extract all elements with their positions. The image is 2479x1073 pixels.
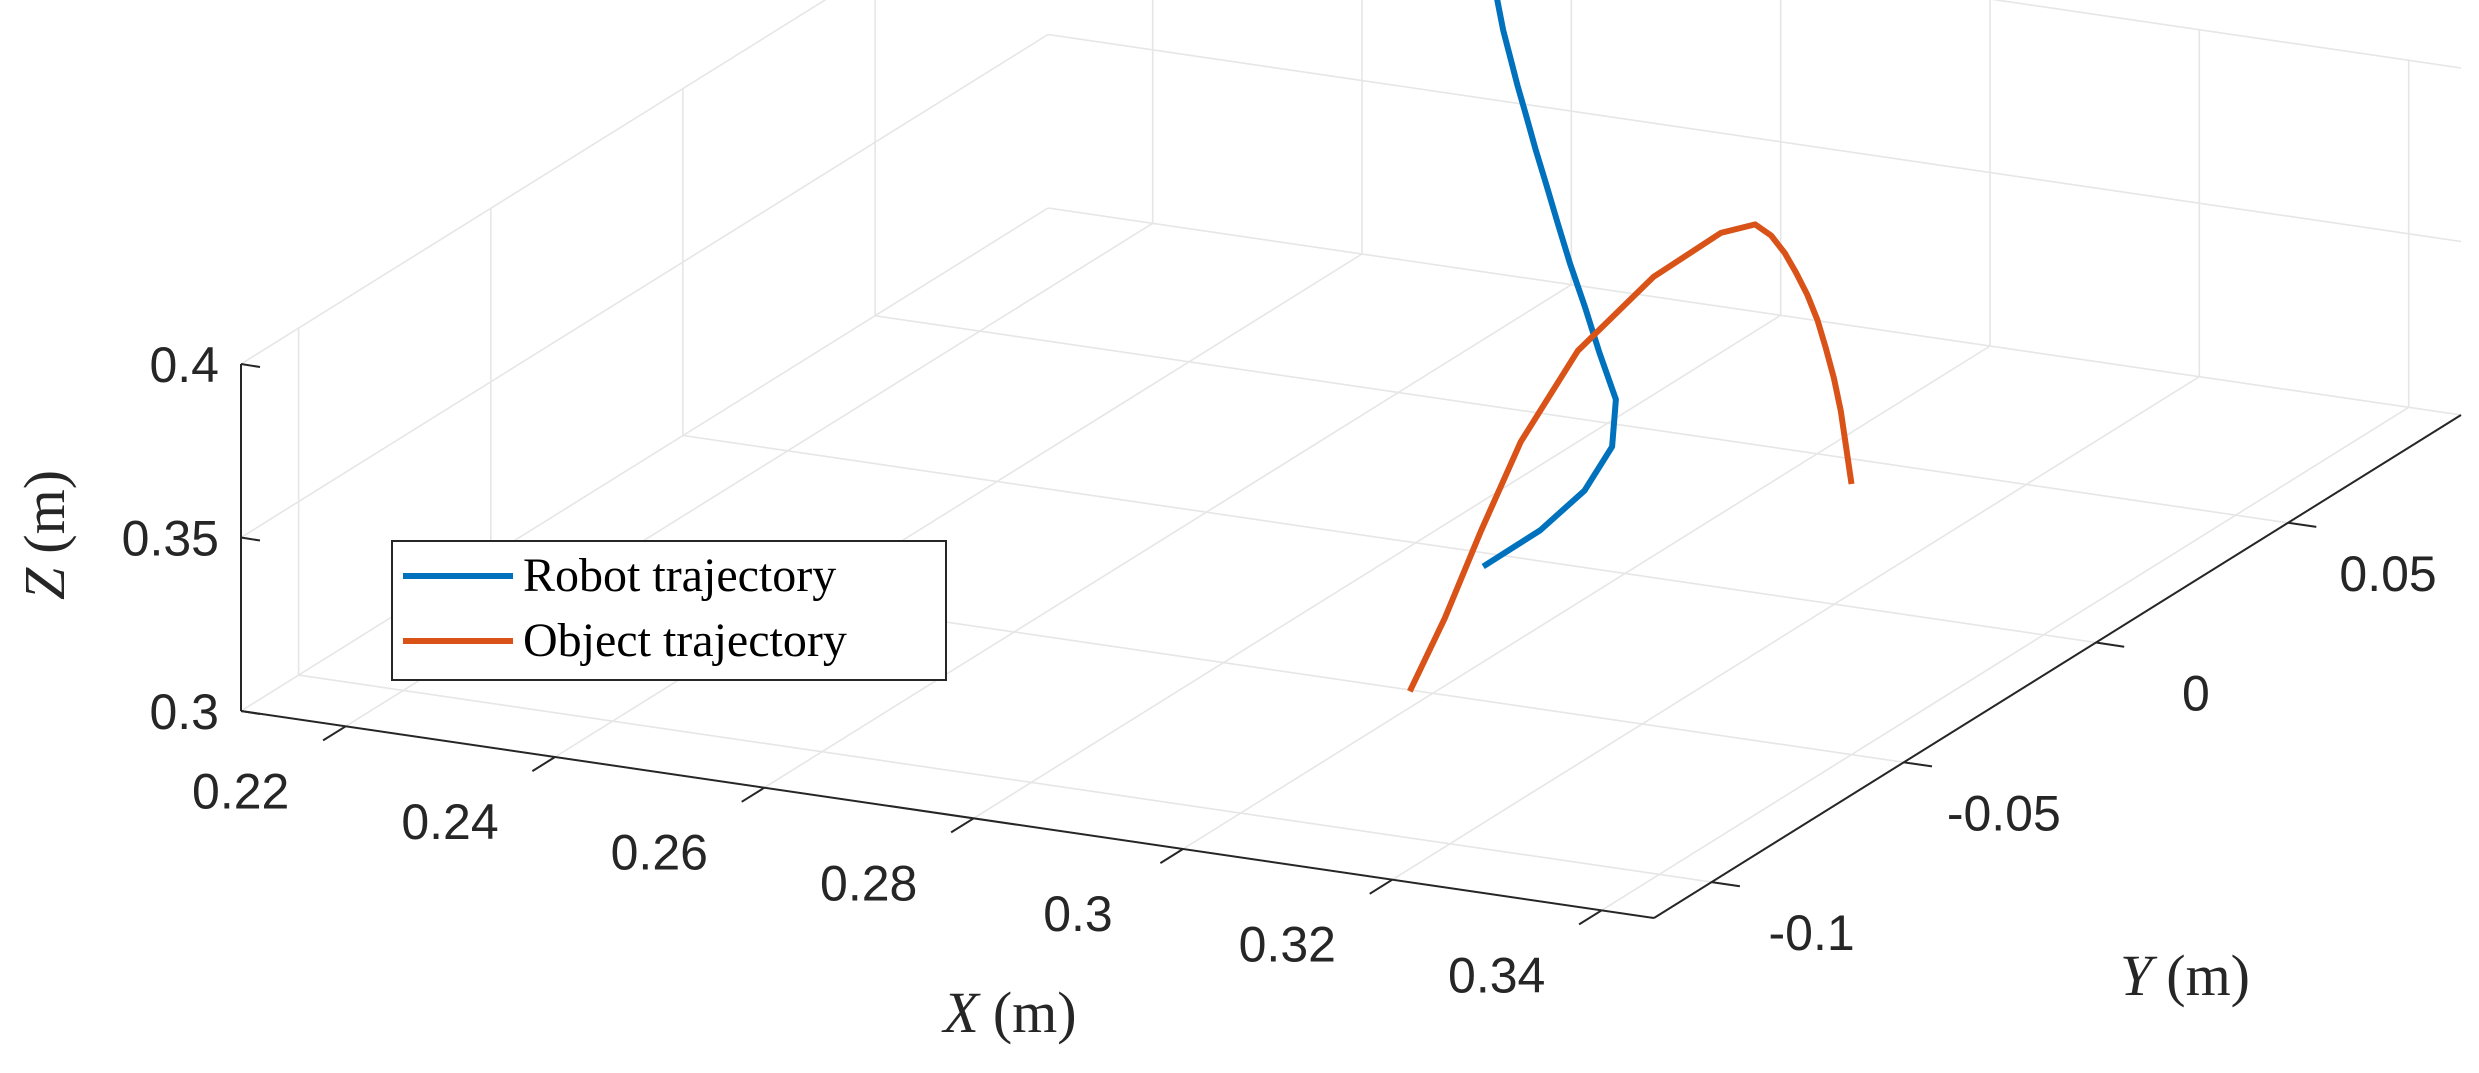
tick-labels: 0.22 0.24 0.26 0.28 0.3 0.32 0.34 -0.1 -0.05 0 0.0… [122, 337, 2437, 1003]
grid-floor-x-0.3 [1182, 345, 1991, 850]
x-tick-label-0.24: 0.24 [401, 794, 498, 850]
series-layer [1407, 0, 1855, 693]
legend-label-object: Object trajectory [523, 614, 847, 667]
grid-backwall-z-0.3 [1047, 207, 2462, 416]
grid-floor-x-0.34 [1601, 406, 2410, 911]
y-axis-line [1653, 414, 2462, 919]
legend: Robot trajectory Object trajectory [391, 540, 947, 681]
x-tick-mark-0.22 [322, 725, 347, 742]
y-tick-mark-0.05 [2287, 521, 2317, 528]
z-tick-mark-0.35 [240, 536, 261, 542]
x-tick-label-0.32: 0.32 [1239, 917, 1336, 973]
y-tick-mark-0 [2095, 641, 2125, 648]
axis-lines [240, 363, 2462, 926]
legend-box [391, 540, 947, 681]
grid-lines [240, 0, 2462, 911]
grid-backwall-z-0.4 [1991, 0, 2462, 69]
y-tick-label-0: 0 [2182, 666, 2210, 722]
x-tick-mark-0.24 [531, 756, 556, 772]
grid-sidewall-z-0.35 [240, 33, 1049, 539]
x-tick-label-0.28: 0.28 [820, 855, 917, 911]
x-tick-mark-0.3 [1159, 848, 1184, 864]
z-tick-label-0.35: 0.35 [122, 511, 219, 567]
y-tick-label--0.1: -0.1 [1769, 905, 1855, 961]
x-tick-label-0.22: 0.22 [192, 763, 289, 819]
x-tick-mark-0.34 [1578, 909, 1603, 926]
grid-sidewall-z-0.4 [240, 0, 827, 365]
grid-floor-x-0.28 [973, 314, 1782, 819]
x-tick-label-0.26: 0.26 [611, 825, 708, 881]
grid-floor-y-0.05 [874, 315, 2289, 524]
x-tick-mark-0.26 [741, 786, 765, 803]
y-tick-label--0.05: -0.05 [1947, 785, 2061, 841]
x-tick-mark-0.28 [950, 817, 975, 834]
grid-floor-y--0.1 [298, 674, 1712, 883]
y-axis-label: Y (m) [2120, 943, 2250, 1008]
z-tick-label-0.4: 0.4 [149, 337, 219, 393]
y-tick-mark--0.05 [1903, 761, 1933, 768]
grid-floor-y-0 [682, 434, 2097, 644]
series-line-robot-trajectory [1481, 0, 1619, 570]
x-tick-mark-0.32 [1369, 878, 1393, 895]
grid-floor-x-0.26 [763, 284, 1572, 789]
x-axis-label: X (m) [941, 980, 1076, 1045]
z-tick-mark-0.3 [240, 710, 261, 715]
y-tick-label-0.05: 0.05 [2339, 546, 2436, 602]
series-line-object-trajectory [1407, 221, 1855, 693]
x-axis-line [240, 710, 1655, 919]
z-tick-mark-0.4 [240, 363, 261, 368]
grid-sidewall-z-0.3 [240, 207, 1049, 712]
z-tick-label-0.3: 0.3 [149, 684, 219, 740]
x-tick-label-0.3: 0.3 [1043, 886, 1113, 942]
z-axis-label: Z(m) [12, 470, 77, 600]
grid-floor-x-0.32 [1391, 376, 2200, 881]
x-tick-label-0.34: 0.34 [1448, 947, 1545, 1003]
legend-label-robot: Robot trajectory [523, 549, 836, 602]
y-tick-mark--0.1 [1711, 881, 1741, 888]
grid-backwall-z-0.35 [1047, 33, 2462, 243]
